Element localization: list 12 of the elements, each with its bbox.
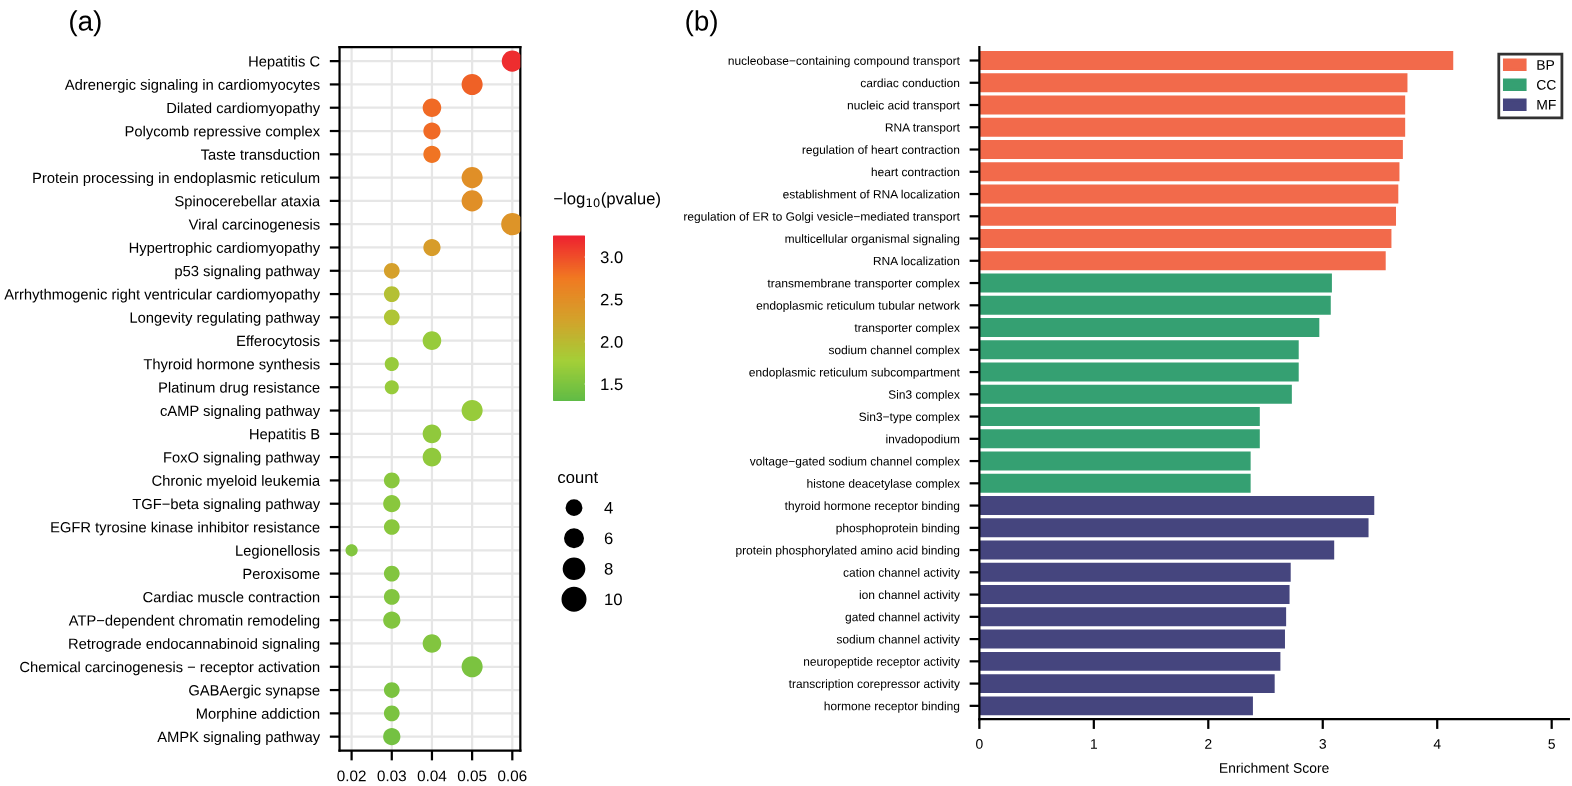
legend-label: 4 xyxy=(604,502,613,514)
legend-label: 6 xyxy=(604,532,613,545)
color-bar-label: 1.5 xyxy=(601,378,623,391)
text: (a) xyxy=(70,10,101,37)
legend-label: 8 xyxy=(604,562,613,575)
color-bar-label: 2.5 xyxy=(600,293,623,306)
legend-title: count xyxy=(558,472,598,484)
color-bar-title: −log$_{10}$(pvalue) xyxy=(554,192,660,208)
legend-label: 10 xyxy=(605,593,622,606)
color-bar-label: 2.0 xyxy=(600,336,623,348)
color-bar-label: 3.0 xyxy=(600,251,623,264)
text: (b) xyxy=(686,10,717,37)
